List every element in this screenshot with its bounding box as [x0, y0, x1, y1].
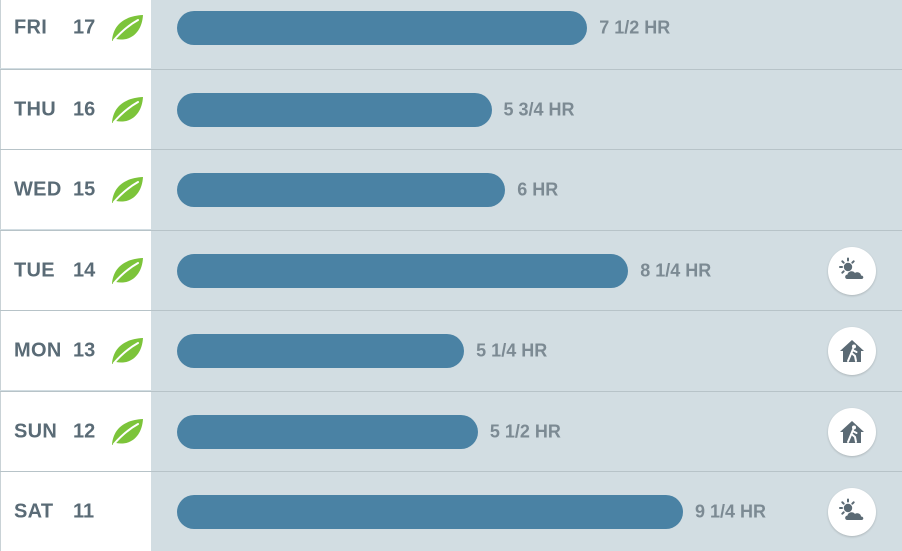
day-number: 14 — [73, 259, 96, 281]
leaf-icon — [109, 335, 145, 367]
history-row[interactable]: TUE 14 8 1/4 HR — [0, 230, 902, 310]
weather-badge[interactable] — [828, 246, 876, 295]
usage-bar-cell: 6 HR — [151, 150, 902, 229]
day-number: 11 — [73, 500, 95, 522]
away-badge[interactable] — [828, 326, 876, 375]
history-row[interactable]: SUN 12 5 1/2 HR — [0, 391, 902, 471]
hours-label: 6 HR — [517, 179, 559, 199]
day-number: 15 — [73, 178, 96, 200]
day-label-cell: THU 16 — [0, 70, 151, 149]
usage-bar-cell: 5 1/2 HR — [151, 392, 902, 471]
hours-label: 5 1/4 HR — [476, 340, 548, 360]
leaf-icon — [109, 94, 145, 126]
usage-bar — [177, 92, 492, 127]
day-of-week: FRI — [14, 16, 48, 39]
hours-label: 7 1/2 HR — [599, 17, 671, 38]
away-icon — [837, 417, 867, 447]
usage-bar — [177, 494, 683, 529]
usage-bar — [177, 253, 629, 288]
day-label-cell: MON 13 — [0, 311, 151, 390]
usage-bar-cell: 5 3/4 HR — [151, 70, 902, 149]
weather-icon — [837, 497, 867, 527]
history-row[interactable]: THU 16 5 3/4 HR — [0, 69, 902, 149]
leaf-icon — [109, 416, 145, 448]
day-label-cell: SUN 12 — [0, 392, 151, 471]
hours-label: 8 1/4 HR — [640, 260, 712, 280]
day-label-cell: TUE 14 — [0, 231, 151, 310]
usage-bar — [177, 333, 465, 368]
leaf-icon — [109, 174, 145, 206]
day-of-week: SAT — [14, 500, 54, 522]
day-label-cell: WED 15 — [0, 150, 151, 229]
day-of-week: TUE — [14, 259, 55, 281]
day-label-cell: SAT 11 — [0, 472, 151, 551]
usage-bar-cell: 5 1/4 HR — [151, 311, 902, 390]
day-of-week: WED — [14, 178, 62, 200]
weather-icon — [837, 256, 867, 286]
day-number: 16 — [73, 98, 96, 120]
day-of-week: MON — [14, 339, 62, 361]
usage-bar — [177, 414, 478, 449]
usage-bar-cell: 7 1/2 HR — [151, 0, 902, 68]
day-of-week: THU — [14, 98, 57, 120]
history-row[interactable]: MON 13 5 1/4 HR — [0, 310, 902, 390]
hours-label: 5 3/4 HR — [503, 99, 575, 119]
usage-bar-cell: 9 1/4 HR — [151, 472, 902, 551]
day-number: 17 — [73, 16, 96, 39]
history-row[interactable]: SAT 11 9 1/4 HR — [0, 471, 902, 551]
day-of-week: SUN — [14, 420, 58, 442]
history-row[interactable]: WED 15 6 HR — [0, 149, 902, 229]
day-label-cell: FRI 17 — [0, 0, 151, 68]
hours-label: 9 1/4 HR — [694, 501, 767, 521]
weather-badge[interactable] — [828, 487, 876, 536]
usage-bar — [177, 11, 588, 45]
hours-label: 5 1/2 HR — [489, 421, 561, 441]
day-number: 12 — [73, 420, 96, 442]
usage-bar-cell: 8 1/4 HR — [151, 231, 902, 310]
history-row[interactable]: FRI 17 7 1/2 HR — [0, 0, 902, 68]
away-icon — [837, 336, 867, 366]
away-badge[interactable] — [828, 407, 876, 456]
leaf-icon — [109, 12, 145, 44]
day-number: 13 — [73, 339, 96, 361]
leaf-icon — [109, 255, 145, 287]
usage-bar — [177, 172, 506, 207]
